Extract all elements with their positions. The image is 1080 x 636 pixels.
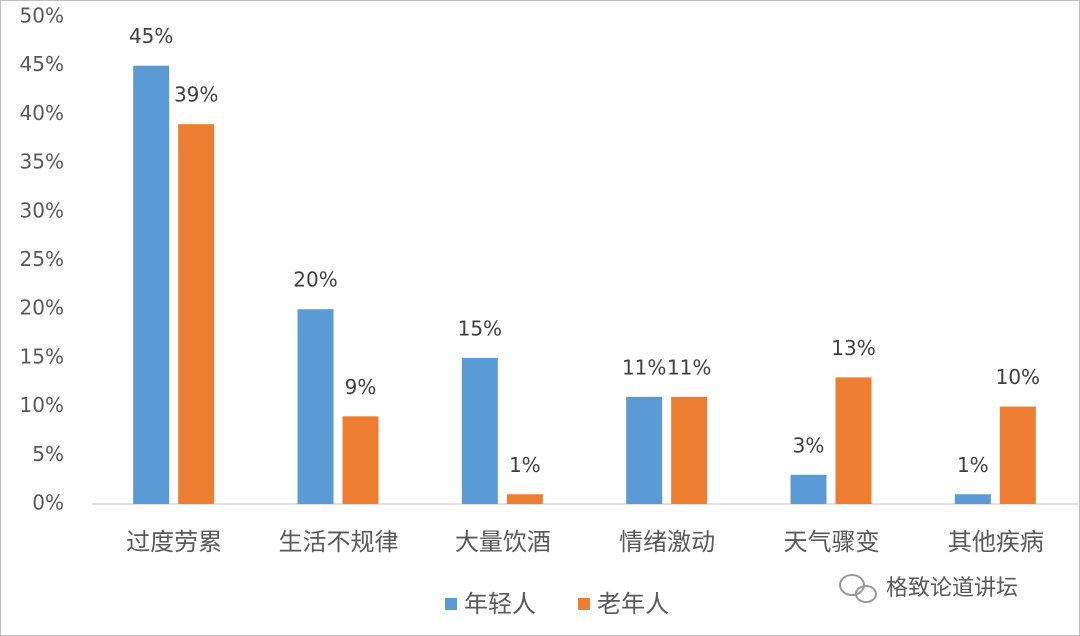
data-label: 11%: [622, 355, 666, 379]
data-label: 3%: [793, 433, 825, 457]
y-tick-label: 40%: [20, 101, 64, 125]
x-tick-label: 情绪激动: [619, 528, 715, 556]
y-tick-label: 30%: [20, 198, 64, 222]
bar: [626, 396, 663, 504]
bar: [506, 494, 543, 504]
y-tick-label: 10%: [20, 393, 64, 417]
legend-label: 老年人: [597, 590, 669, 618]
bar: [133, 65, 170, 504]
legend-label: 年轻人: [464, 590, 536, 618]
y-tick-label: 0%: [32, 491, 64, 515]
bar: [297, 309, 334, 504]
data-label: 11%: [667, 355, 711, 379]
x-tick-label: 其他疾病: [948, 528, 1044, 556]
data-label: 9%: [345, 375, 377, 399]
data-label: 45%: [129, 24, 173, 48]
y-tick-label: 45%: [20, 52, 64, 76]
legend-swatch: [445, 598, 457, 610]
data-label: 1%: [957, 453, 989, 477]
bar: [790, 474, 827, 504]
y-tick-label: 20%: [20, 296, 64, 320]
bar: [835, 377, 872, 504]
watermark: 格致论道讲坛: [886, 576, 1018, 601]
bar: [178, 124, 215, 504]
data-label: 39%: [174, 83, 218, 107]
x-tick-label: 天气骤变: [784, 528, 880, 556]
bar: [671, 396, 708, 504]
bar: [954, 494, 991, 504]
x-tick-label: 大量饮酒: [455, 528, 551, 556]
bar: [999, 406, 1036, 504]
x-tick-label: 过度劳累: [126, 528, 222, 556]
y-tick-label: 35%: [20, 150, 64, 174]
y-tick-label: 5%: [32, 442, 64, 466]
data-label: 1%: [509, 453, 541, 477]
x-tick-label: 生活不规律: [279, 528, 399, 556]
bar: [342, 416, 379, 504]
y-tick-label: 50%: [20, 4, 64, 28]
legend-swatch: [578, 598, 590, 610]
y-tick-label: 15%: [20, 344, 64, 368]
data-label: 13%: [831, 336, 875, 360]
y-tick-label: 25%: [20, 247, 64, 271]
data-label: 10%: [996, 365, 1040, 389]
data-label: 20%: [293, 268, 337, 292]
data-label: 15%: [458, 316, 502, 340]
watermark-icon: [839, 574, 877, 603]
bar: [461, 357, 498, 504]
